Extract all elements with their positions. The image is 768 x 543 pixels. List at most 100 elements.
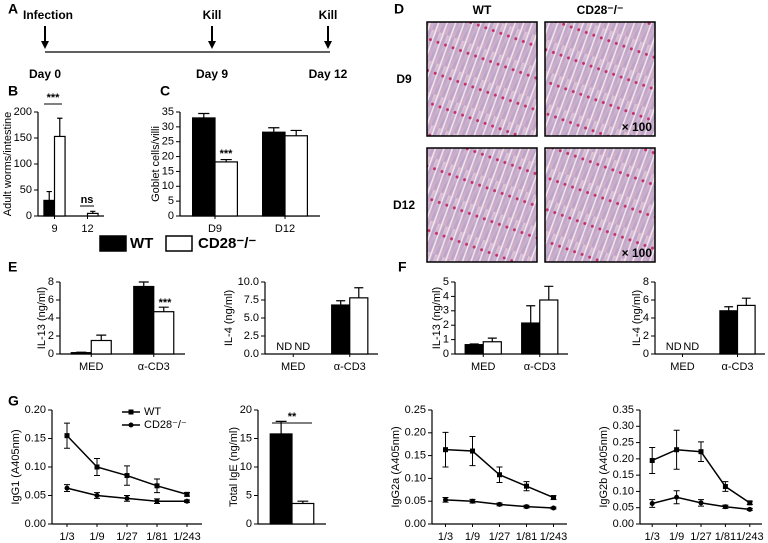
y-tick-label: 0.20	[613, 453, 634, 465]
error-bar	[290, 129, 302, 136]
y-tick-label: 3	[443, 305, 449, 317]
x-tick-label: 1/9	[465, 531, 480, 543]
y-tick-label: 0.00	[405, 518, 426, 530]
y-tick-label: 0	[168, 210, 174, 222]
x-tick-label: 1/243	[540, 531, 568, 543]
marker	[497, 501, 502, 507]
error-bar	[158, 306, 169, 312]
y-tick-label: 30	[162, 121, 174, 133]
y-tick-label: 0.25	[405, 404, 426, 416]
x-tick-label: α-CD3	[334, 361, 366, 373]
y-tick-label: 0.30	[613, 420, 634, 432]
x-tick-label: 1/3	[438, 531, 453, 543]
y-tick-label: 0.05	[405, 495, 426, 507]
x-tick-label: 1/27	[489, 531, 510, 543]
x-tick-label: MED	[79, 361, 104, 373]
marker	[747, 500, 753, 506]
y-tick-label: 0.05	[25, 489, 46, 501]
error-bar	[220, 158, 232, 162]
y-tick-label: 0.05	[613, 502, 634, 514]
y-axis-label: IL-13 (ng/ml)	[36, 287, 48, 349]
magnification: × 100	[622, 120, 653, 134]
panel-letter: D	[394, 1, 404, 17]
bar	[86, 212, 99, 217]
column-label: CD28⁻/⁻	[577, 3, 624, 17]
marker	[698, 449, 704, 455]
error-bar	[138, 281, 149, 287]
y-tick-label: 2	[443, 319, 449, 331]
x-tick-label: α-CD3	[138, 361, 170, 373]
row-label: D9	[396, 72, 412, 86]
bar	[331, 304, 351, 355]
bar	[133, 285, 155, 355]
y-tick-label: 0.20	[25, 404, 46, 416]
y-tick-label: 0.25	[613, 436, 634, 448]
marker	[154, 483, 160, 489]
event-label: Kill	[319, 8, 338, 22]
y-axis-label: IL-4 (ng/ml)	[631, 290, 643, 346]
y-axis-label: IgG2a (A405nm)	[390, 426, 402, 507]
marker	[649, 457, 655, 463]
y-tick-label: 0.10	[25, 461, 46, 473]
marker	[470, 448, 475, 454]
y-tick-label: 150	[14, 132, 32, 144]
y-tick-label: 0.00	[25, 518, 46, 530]
marker	[747, 506, 753, 512]
bar	[269, 433, 293, 525]
marker	[551, 495, 556, 501]
event-day: Day 0	[29, 67, 61, 81]
error-bar	[46, 190, 52, 201]
y-tick-label: 200	[14, 106, 32, 118]
panel-letter: G	[8, 393, 19, 409]
legend-label: WT	[130, 235, 153, 252]
legend-swatch	[165, 235, 193, 252]
row-label: D12	[393, 198, 415, 212]
y-tick-label: 0.20	[405, 427, 426, 439]
error-bar	[526, 305, 536, 324]
bar	[539, 299, 559, 355]
panel-letter: F	[398, 259, 407, 275]
marker	[649, 500, 655, 506]
y-tick-label: 100	[14, 158, 32, 170]
bar	[262, 131, 286, 217]
bar	[464, 344, 484, 355]
y-axis-label: Adult worms/intestine	[2, 112, 14, 217]
error-bar	[724, 306, 734, 311]
y-tick-label: 35	[162, 106, 174, 118]
bar	[719, 310, 739, 355]
y-axis-label: IgG1 (A405nm)	[10, 429, 22, 504]
x-tick-label: D12	[275, 223, 295, 235]
marker	[124, 495, 130, 501]
y-tick-label: 0.15	[613, 469, 634, 481]
panel-letter: C	[160, 83, 170, 99]
value-label: ND	[294, 341, 310, 353]
y-tick-label: 2	[643, 330, 649, 342]
x-tick-label: 1/3	[645, 531, 660, 543]
y-tick-label: 8	[643, 276, 649, 288]
y-tick-label: 0.35	[613, 404, 634, 416]
bar	[153, 311, 175, 355]
y-tick-label: 10	[240, 461, 252, 473]
marker	[524, 483, 529, 489]
x-tick-label: 1/9	[89, 531, 104, 543]
y-tick-label: 15	[162, 165, 174, 177]
marker	[443, 447, 448, 453]
y-tick-label: 0.00	[613, 518, 634, 530]
bar	[736, 304, 756, 355]
value-label: ND	[683, 341, 699, 353]
bar	[192, 117, 216, 217]
panel-letter: E	[8, 259, 17, 275]
legend-marker	[128, 422, 134, 428]
y-tick-label: 5.0	[244, 312, 259, 324]
y-tick-label: 25	[162, 136, 174, 148]
magnification: × 100	[622, 246, 653, 260]
x-tick-label: 9	[51, 223, 57, 235]
marker	[698, 500, 704, 506]
error-bar	[544, 285, 554, 300]
arrow-head	[324, 41, 332, 49]
y-tick-label: 0.0	[244, 348, 259, 360]
event-label: Kill	[203, 8, 222, 22]
x-tick-label: 1/81	[715, 531, 736, 543]
error-bar	[96, 334, 107, 341]
x-tick-label: 1/81	[146, 531, 167, 543]
